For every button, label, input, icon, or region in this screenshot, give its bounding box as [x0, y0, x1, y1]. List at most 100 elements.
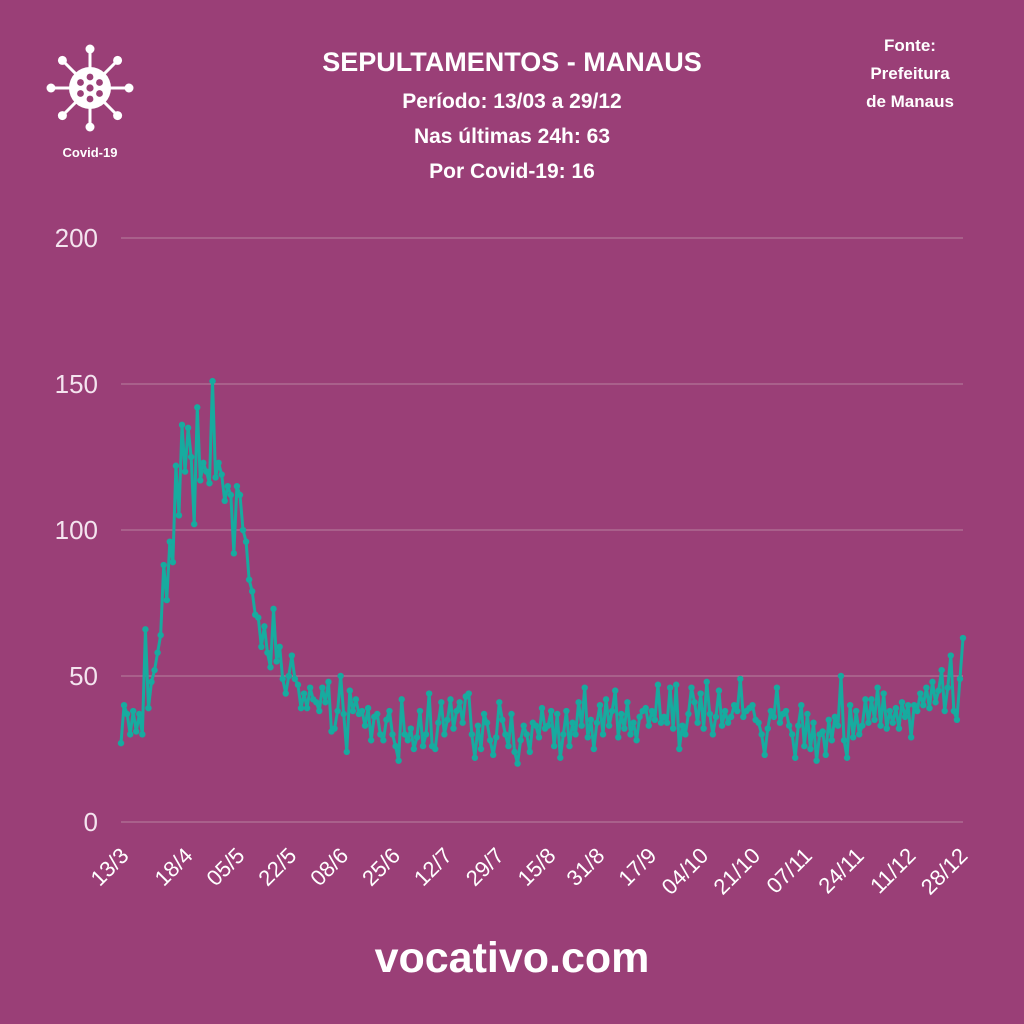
data-point [551, 742, 558, 750]
data-point [404, 737, 411, 744]
data-point [276, 643, 283, 650]
data-point [221, 497, 228, 504]
data-point [697, 690, 704, 697]
data-point [679, 722, 686, 729]
data-point [386, 707, 393, 715]
gridlines [121, 237, 963, 823]
data-point [880, 690, 887, 697]
data-point [947, 652, 954, 659]
data-point [337, 672, 344, 680]
data-point [941, 707, 948, 715]
data-point [544, 722, 552, 729]
data-point [846, 702, 854, 709]
covid-badge-label: Covid-19 [62, 145, 118, 160]
data-point [200, 459, 207, 467]
x-tick-label: 04/10 [657, 843, 714, 900]
data-point [950, 707, 958, 715]
data-point [224, 483, 231, 490]
source-credit: Fonte: Prefeitura de Manaus [850, 32, 970, 116]
data-point [410, 745, 418, 753]
data-point [139, 731, 146, 738]
data-point [849, 734, 857, 741]
data-point [807, 745, 814, 753]
data-point [438, 699, 445, 706]
data-point [627, 731, 634, 738]
data-point [621, 725, 628, 732]
data-point [160, 561, 167, 569]
data-point [615, 734, 622, 741]
data-point [456, 699, 463, 706]
x-tick-label: 25/6 [357, 843, 405, 891]
data-point [956, 675, 964, 683]
data-point [642, 704, 649, 712]
data-point [944, 684, 951, 691]
data-point [825, 716, 832, 723]
data-point [755, 719, 762, 726]
x-tick-label: 24/11 [813, 843, 868, 898]
x-tick-label: 15/8 [513, 843, 561, 891]
data-point [374, 710, 381, 718]
data-point [804, 710, 811, 718]
y-tick-label: 150 [55, 369, 98, 399]
x-tick-label: 13/3 [86, 843, 134, 891]
data-point [578, 722, 585, 729]
site-watermark: vocativo.com [374, 934, 650, 982]
data-point [120, 702, 128, 709]
data-point [303, 704, 311, 712]
data-point [819, 728, 826, 735]
data-point [474, 722, 482, 729]
data-point [407, 725, 415, 732]
data-point [523, 731, 530, 738]
data-point [706, 710, 713, 718]
data-point [313, 699, 320, 706]
data-point [599, 731, 607, 738]
data-point [349, 707, 357, 715]
data-point [843, 754, 851, 761]
data-point [508, 710, 515, 718]
data-point [316, 707, 323, 715]
y-tick-label: 0 [84, 807, 98, 837]
data-point [886, 707, 893, 715]
data-point [175, 512, 183, 519]
data-point [724, 719, 732, 726]
data-point [575, 699, 582, 706]
data-point [166, 538, 174, 545]
data-point [773, 684, 781, 691]
data-point [587, 716, 595, 723]
data-point [929, 678, 936, 686]
x-tick-label: 21/10 [708, 843, 765, 900]
data-point [657, 719, 665, 726]
data-point [813, 757, 820, 764]
source-name-line2: de Manaus [866, 92, 954, 111]
data-point [432, 745, 439, 753]
data-point [862, 696, 869, 703]
data-point [648, 707, 656, 715]
data-point [422, 731, 430, 738]
data-point [425, 690, 433, 697]
data-point [563, 707, 570, 715]
data-point [673, 681, 680, 688]
data-point [319, 684, 326, 691]
data-point [901, 713, 909, 721]
data-point [718, 722, 726, 729]
data-point [581, 684, 588, 691]
x-tick-label: 08/6 [305, 843, 353, 891]
data-point [834, 722, 842, 729]
data-point [163, 596, 170, 604]
data-point [737, 675, 744, 683]
data-point [828, 737, 836, 744]
covid-count-line: Por Covid-19: 16 [429, 160, 595, 183]
data-point [871, 716, 878, 723]
y-tick-label: 50 [69, 661, 98, 691]
data-point [694, 719, 701, 726]
data-point [300, 690, 308, 697]
data-point [236, 491, 244, 499]
data-point [810, 719, 817, 726]
data-point [306, 684, 314, 691]
virus-icon [46, 44, 134, 132]
data-point [703, 678, 710, 686]
data-point [633, 737, 640, 744]
data-point [477, 745, 485, 753]
data-point [788, 731, 796, 738]
